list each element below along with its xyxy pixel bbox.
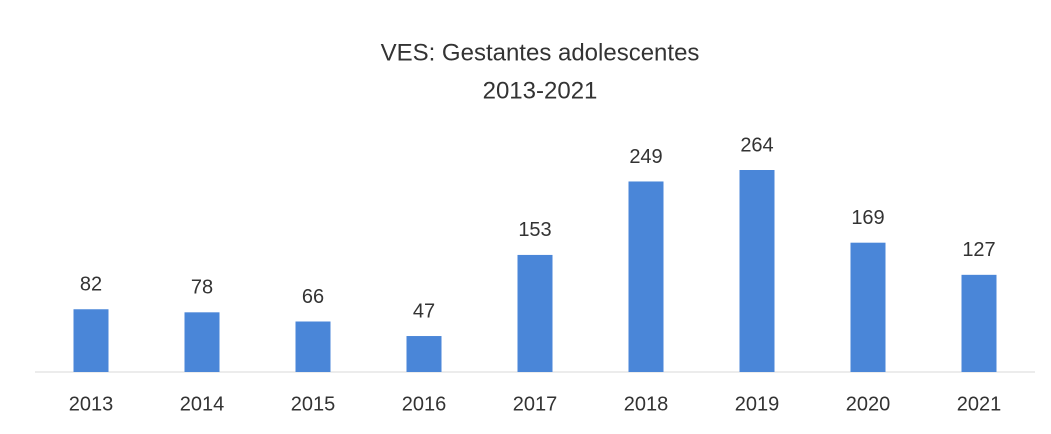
data-label: 78 [191,277,213,299]
chart-title: VES: Gestantes adolescentes [381,39,700,66]
data-label: 47 [413,300,435,322]
bar [628,181,664,372]
bar [73,309,109,372]
data-label: 82 [80,274,102,296]
bar [739,170,775,372]
x-tick-label: 2016 [402,393,447,415]
x-tick-label: 2018 [624,393,669,415]
bar [850,242,886,372]
bar [406,336,442,372]
x-tick-label: 2017 [513,393,558,415]
data-label: 169 [851,207,884,229]
data-label: 127 [962,239,995,261]
bar [184,312,220,372]
chart-subtitle: 2013-2021 [483,77,598,104]
x-tick-label: 2013 [69,393,114,415]
x-tick-label: 2021 [957,393,1002,415]
bar [295,321,331,372]
x-tick-label: 2019 [735,393,780,415]
x-tick-label: 2015 [291,393,336,415]
data-label: 153 [518,219,551,241]
data-label: 264 [740,134,773,156]
bar [517,254,553,372]
bar [961,274,997,372]
data-label: 249 [629,146,662,168]
x-tick-label: 2020 [846,393,891,415]
x-tick-label: 2014 [180,393,225,415]
data-label: 66 [302,286,324,308]
